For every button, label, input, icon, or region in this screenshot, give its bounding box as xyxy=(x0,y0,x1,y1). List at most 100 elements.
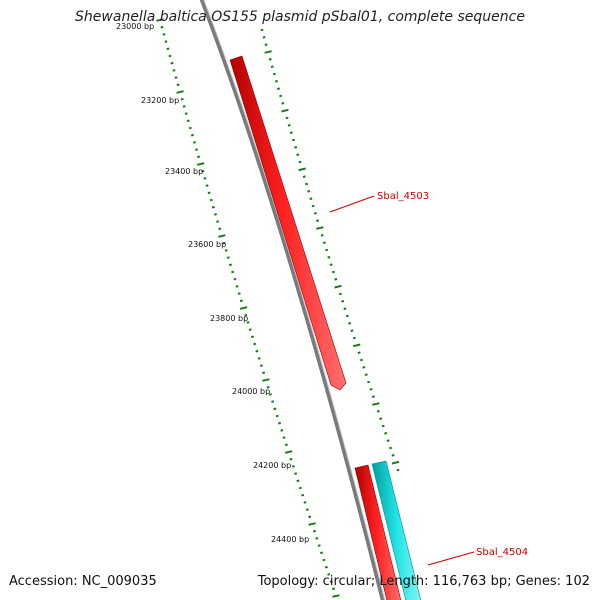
inner-minor-tick xyxy=(312,529,316,533)
inner-minor-tick xyxy=(166,47,170,51)
inner-minor-tick xyxy=(262,371,266,375)
outer-major-tick xyxy=(298,167,306,172)
inner-minor-tick xyxy=(268,393,272,396)
outer-minor-tick xyxy=(307,190,311,193)
inner-major-tick xyxy=(196,162,205,166)
outer-minor-tick xyxy=(264,43,268,46)
inner-minor-tick xyxy=(160,25,164,29)
outer-major-tick xyxy=(316,226,324,230)
inner-minor-tick xyxy=(244,313,248,317)
outer-minor-tick xyxy=(302,175,306,178)
outer-major-tick xyxy=(391,460,400,465)
inner-major-tick xyxy=(218,234,226,238)
tick-label: 24200 bp xyxy=(253,461,291,470)
inner-major-tick xyxy=(176,90,184,94)
outer-minor-tick xyxy=(384,432,388,435)
inner-minor-tick xyxy=(190,133,194,137)
outer-minor-tick xyxy=(369,388,373,391)
gene-red-lower-arrow[interactable] xyxy=(354,464,402,600)
inner-minor-tick xyxy=(248,328,252,331)
inner-minor-tick xyxy=(289,457,293,461)
inner-minor-tick xyxy=(329,580,333,583)
outer-minor-tick xyxy=(262,36,266,39)
outer-minor-tick xyxy=(348,322,352,325)
outer-minor-tick xyxy=(376,410,380,413)
outer-minor-tick xyxy=(296,153,300,156)
outer-minor-tick xyxy=(325,248,329,252)
outer-minor-tick xyxy=(329,263,333,266)
inner-minor-tick xyxy=(229,263,232,267)
outer-minor-tick xyxy=(309,197,313,200)
outer-minor-tick xyxy=(327,256,331,259)
gene-sbal-4503-label[interactable]: Sbal_4503 xyxy=(377,191,429,202)
inner-minor-tick xyxy=(284,443,288,447)
inner-minor-tick xyxy=(211,205,215,209)
inner-minor-tick xyxy=(174,76,178,79)
inner-minor-tick xyxy=(291,465,295,468)
inner-minor-tick xyxy=(197,155,201,159)
tick-label: 24400 bp xyxy=(271,535,309,544)
outer-minor-tick xyxy=(320,234,324,237)
gene-sbal-4504-arrow[interactable] xyxy=(371,460,422,600)
tick-label: 24000 bp xyxy=(232,387,270,396)
inner-minor-tick xyxy=(164,40,168,43)
inner-minor-tick xyxy=(216,220,220,223)
accession-text: Accession: NC_009035 xyxy=(9,574,157,589)
inner-minor-tick xyxy=(224,249,228,252)
outer-minor-tick xyxy=(270,65,274,68)
inner-major-tick xyxy=(262,378,270,382)
inner-minor-tick xyxy=(246,321,250,324)
backbone-line xyxy=(199,0,385,600)
outer-minor-tick xyxy=(343,307,347,310)
inner-minor-tick xyxy=(280,429,284,432)
tick-label: 23400 bp xyxy=(165,167,203,176)
inner-minor-tick xyxy=(184,112,188,115)
inner-minor-tick xyxy=(222,241,226,245)
tick-label: 23000 bp xyxy=(116,22,154,31)
outer-minor-tick xyxy=(322,241,326,244)
outer-minor-tick xyxy=(311,204,315,208)
map-title: Shewanella baltica OS155 plasmid pSbal01… xyxy=(75,9,525,25)
inner-minor-tick xyxy=(201,169,205,173)
inner-minor-tick xyxy=(235,285,239,288)
outer-minor-tick xyxy=(285,116,289,120)
inner-minor-tick xyxy=(209,198,213,202)
gene-sbal-4503-arrow[interactable] xyxy=(229,55,347,391)
inner-minor-tick xyxy=(195,148,199,151)
inner-minor-tick xyxy=(253,342,257,346)
outer-minor-tick xyxy=(389,446,393,450)
inner-minor-tick xyxy=(305,508,309,511)
inner-minor-tick xyxy=(266,385,270,389)
outer-minor-tick xyxy=(289,131,293,134)
outer-minor-tick xyxy=(359,358,363,362)
inner-minor-tick xyxy=(182,105,186,108)
gene-sbal-4504-pointer xyxy=(427,551,475,566)
outer-minor-tick xyxy=(352,336,356,340)
outer-minor-tick xyxy=(274,80,278,83)
inner-minor-tick xyxy=(332,587,336,591)
inner-minor-tick xyxy=(315,537,319,540)
outer-minor-tick xyxy=(272,72,276,76)
tick-label: 23200 bp xyxy=(141,96,179,105)
inner-minor-tick xyxy=(180,97,184,101)
inner-minor-tick xyxy=(218,227,222,231)
outer-minor-tick xyxy=(362,366,366,369)
inner-minor-tick xyxy=(231,270,235,274)
outer-ruler-track xyxy=(260,28,400,472)
outer-minor-tick xyxy=(294,146,298,149)
inner-minor-tick xyxy=(317,544,321,547)
outer-major-tick xyxy=(372,402,380,406)
outer-minor-tick xyxy=(305,182,308,186)
inner-minor-tick xyxy=(168,54,172,58)
inner-major-tick xyxy=(156,18,164,22)
gene-sbal-4504-label[interactable]: Sbal_4504 xyxy=(476,547,528,558)
outer-minor-tick xyxy=(291,138,295,142)
tick-label: 23800 bp xyxy=(210,314,248,323)
outer-minor-tick xyxy=(313,212,317,215)
inner-major-tick xyxy=(284,450,293,454)
topology-summary: Topology: circular; Length: 116,763 bp; … xyxy=(257,574,590,589)
inner-minor-tick xyxy=(172,69,176,72)
inner-major-tick xyxy=(308,522,316,526)
inner-minor-tick xyxy=(203,177,207,180)
outer-minor-tick xyxy=(381,424,385,428)
